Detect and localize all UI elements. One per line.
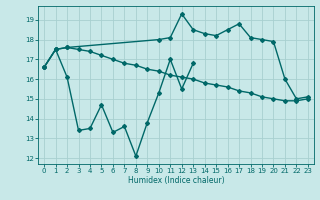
X-axis label: Humidex (Indice chaleur): Humidex (Indice chaleur) xyxy=(128,176,224,185)
